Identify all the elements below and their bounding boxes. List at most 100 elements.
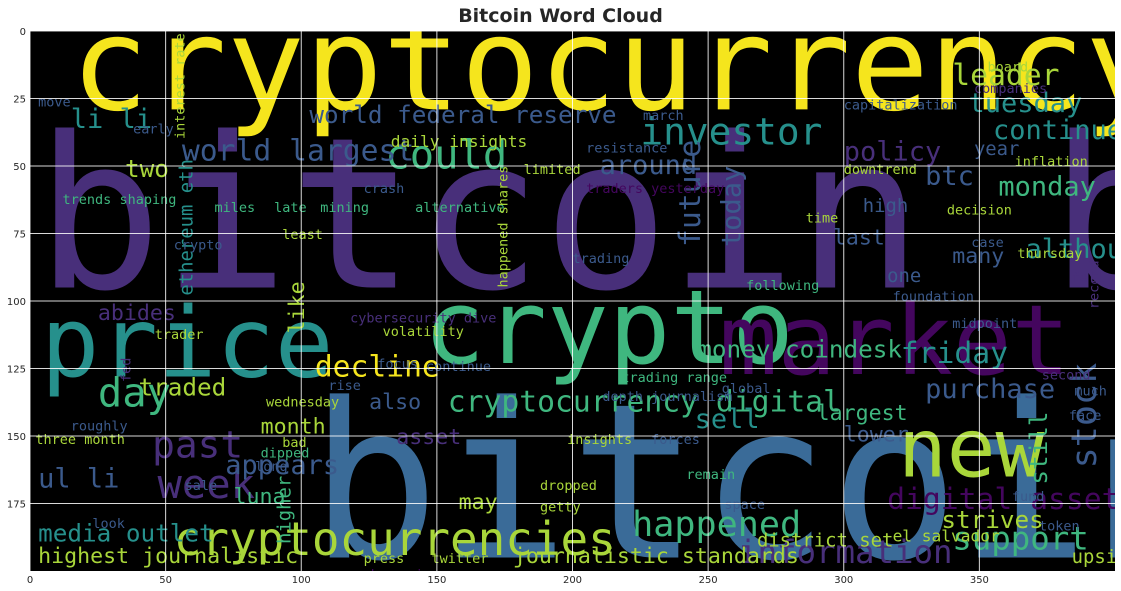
word-friday: friday xyxy=(901,336,1008,371)
word-may: may xyxy=(459,490,498,515)
word-getty: getty xyxy=(540,500,581,516)
word-decline: decline xyxy=(315,350,440,385)
word-many: many xyxy=(952,244,1004,269)
word-midpoint: midpoint xyxy=(952,316,1017,332)
word-miles: miles xyxy=(214,200,255,216)
word-past: past xyxy=(152,423,243,467)
word-year: year xyxy=(974,138,1020,160)
x-tick-label: 50 xyxy=(159,575,172,586)
word-largest: largest xyxy=(817,401,908,426)
word-higher: higher xyxy=(273,476,295,544)
word-continued: continued xyxy=(993,115,1121,146)
word-journalistic-standards: journalistic standards xyxy=(513,544,799,569)
word-policy: policy xyxy=(844,137,942,168)
word-thursday: thursday xyxy=(1017,246,1082,262)
word-ethereum-eth: ethereum eth xyxy=(176,159,198,295)
word-trading-range: trading range xyxy=(621,370,727,386)
x-tick-label: 100 xyxy=(292,575,311,586)
word-ul-li: ul li xyxy=(38,463,119,494)
y-tick-label: 100 xyxy=(7,297,26,308)
word-strives: strives xyxy=(941,505,1043,534)
word-trader: trader xyxy=(155,327,204,343)
y-tick-label: 25 xyxy=(13,95,26,106)
word-one: one xyxy=(887,265,921,287)
word-still: still xyxy=(1024,411,1053,484)
word-asset: asset xyxy=(396,425,461,450)
word-week: week xyxy=(157,460,255,508)
word-alternative: alternative xyxy=(415,200,504,216)
word-space: space xyxy=(724,497,765,513)
word-lower: lower xyxy=(844,422,909,447)
word-investor: investor xyxy=(640,109,822,153)
word-dropped: dropped xyxy=(540,478,597,494)
word-crash: crash xyxy=(364,181,405,197)
word-upside: upside xyxy=(1072,546,1121,568)
word-volatility: volatility xyxy=(383,324,464,340)
word-early: early xyxy=(133,122,174,138)
word-trading: trading xyxy=(573,251,630,267)
word-face: face xyxy=(1069,408,1102,424)
word-luna: luna xyxy=(233,485,285,510)
word-record: record xyxy=(1087,260,1103,309)
word-second: second xyxy=(1042,367,1091,383)
word-two: two xyxy=(125,154,169,183)
word-el-salvador: el salvador xyxy=(893,526,1000,545)
word-month: month xyxy=(261,414,326,439)
grid-layer xyxy=(29,30,1115,571)
word-insights: insights xyxy=(567,432,632,448)
word-sale: sale xyxy=(185,478,218,494)
word-following: following xyxy=(746,278,819,294)
word-although: although xyxy=(1025,234,1121,265)
word-last: last xyxy=(833,225,885,250)
word-press: press xyxy=(364,551,405,567)
word-digital-assets: digital assets xyxy=(887,482,1121,517)
word-world-largest: world largest xyxy=(182,134,414,169)
word-capitalization: capitalization xyxy=(844,97,958,113)
word-fell: fell xyxy=(1072,270,1105,286)
word-continue: continue xyxy=(426,359,491,375)
word-cryptocurrency: cryptocurrency xyxy=(71,0,1121,140)
word-media-outlet: media outlet xyxy=(38,518,214,547)
y-tick-label: 0 xyxy=(20,27,26,38)
word-appears: appears xyxy=(225,450,339,481)
word-purchase: purchase xyxy=(925,374,1055,405)
word-much: much xyxy=(1074,384,1107,400)
word-resistance: resistance xyxy=(586,141,667,157)
word-late: late xyxy=(274,200,307,216)
x-tick-label: 0 xyxy=(27,575,33,586)
word-leader: leader xyxy=(952,58,1059,93)
word-token: token xyxy=(1039,519,1080,535)
x-tick-label: 350 xyxy=(970,575,989,586)
word-look: look xyxy=(92,516,125,532)
word-long: long xyxy=(255,459,288,475)
word-companies: companies xyxy=(974,81,1047,97)
ticks-layer: 0 50 100 150 200 250 300 350 0 25 50 75 100 125 150 175 xyxy=(7,27,989,586)
word-bitcoin-btc: bitcoin btc xyxy=(35,93,1121,338)
word-district-set: district set xyxy=(757,530,893,552)
x-tick-label: 250 xyxy=(699,575,718,586)
word-roughly: roughly xyxy=(71,419,128,435)
word-money-coindesk: money coindesk xyxy=(697,335,902,364)
x-tick-label: 200 xyxy=(563,575,582,586)
word-world-federal-reserve: world federal reserve xyxy=(309,100,616,129)
word-bitcoin: bitcoin xyxy=(309,358,1121,591)
word-future: future xyxy=(673,140,708,247)
word-foundation: foundation xyxy=(893,289,974,305)
y-tick-label: 75 xyxy=(13,230,26,241)
word-support: support xyxy=(952,519,1089,557)
word-least: least xyxy=(282,227,323,243)
word-traded: traded xyxy=(139,373,227,402)
word-cryptocurrencies: cryptocurrencies xyxy=(174,512,616,566)
word-tuesday: tuesday xyxy=(969,88,1083,119)
word-information: information xyxy=(738,533,953,571)
word-global: global xyxy=(722,381,771,397)
word-bad: bad xyxy=(282,435,306,451)
word-li-li: li li xyxy=(71,104,152,135)
word-abides: abides xyxy=(98,301,176,326)
word-today: today xyxy=(717,166,748,247)
word-move: move xyxy=(38,95,71,111)
word-trends-shaping: trends shaping xyxy=(63,192,177,208)
